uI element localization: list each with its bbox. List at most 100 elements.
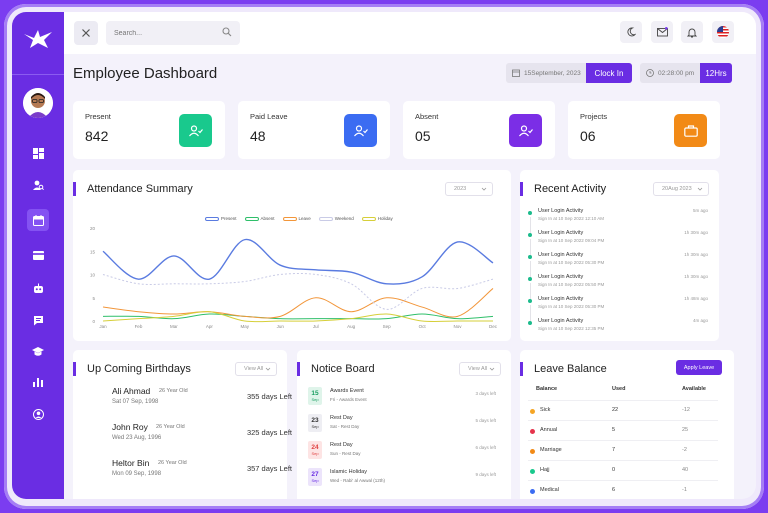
search-icon[interactable] xyxy=(222,27,232,37)
legend-item-absent[interactable]: Absent xyxy=(244,216,275,221)
notice-item[interactable]: 27 Sep Islamic Holiday Wed - Rabi' al Aww… xyxy=(308,468,496,490)
x-tick-label: Jul xyxy=(313,324,319,329)
col-header-balance: Balance xyxy=(536,386,558,392)
legend-item-leave[interactable]: Leave xyxy=(282,216,311,221)
nav-messages[interactable] xyxy=(12,309,64,331)
activity-item[interactable]: User Login Activity Sign In at 10 Sep 202… xyxy=(528,274,708,299)
nav-user-search[interactable] xyxy=(12,174,64,196)
person-name: Ali Ahmad xyxy=(112,386,151,396)
activity-item[interactable]: User Login Activity Sign In at 10 Sep 202… xyxy=(528,252,708,277)
leave-row: Marriage 7 -2 xyxy=(528,440,718,460)
mail-button[interactable] xyxy=(651,21,673,43)
activity-date-value: 20Aug 2023 xyxy=(662,186,692,192)
year-filter[interactable]: 2023 xyxy=(445,182,493,196)
x-tick-label: Feb xyxy=(135,324,143,329)
birthdays-card: Up Coming Birthdays View All Ali Ahmad 2… xyxy=(73,350,292,499)
y-tick-label: 10 xyxy=(90,273,96,278)
activity-item[interactable]: User Login Activity Sign In at 10 Sep 202… xyxy=(528,230,708,255)
calendar-icon xyxy=(32,214,44,226)
hours-badge[interactable]: 12Hrs xyxy=(700,63,732,83)
birthdays-filter[interactable]: View All xyxy=(235,362,277,376)
stat-card-present: Present 842 xyxy=(73,101,225,159)
close-button[interactable] xyxy=(74,21,98,45)
legend-swatch xyxy=(244,216,259,221)
legend-item-holiday[interactable]: Holiday xyxy=(361,216,393,221)
x-tick-label: Oct xyxy=(419,324,427,329)
legend-item-present[interactable]: Present xyxy=(205,216,237,221)
activity-date-filter[interactable]: 20Aug 2023 xyxy=(653,182,709,196)
page-title: Employee Dashboard xyxy=(73,65,218,82)
birthday-item[interactable]: John Roy 26 Year Old Wed 23 Aug, 1996 32… xyxy=(112,422,292,448)
nav-education[interactable] xyxy=(12,341,64,363)
language-button[interactable] xyxy=(712,21,734,43)
x-tick-label: Apr xyxy=(206,324,214,329)
stat-value: 842 xyxy=(85,128,109,144)
series-line-holiday xyxy=(102,311,493,323)
person-age: 26 Year Old xyxy=(156,424,185,430)
series-line-leave xyxy=(102,288,494,319)
topbar xyxy=(64,12,756,54)
chevron-down-icon xyxy=(481,187,487,191)
notification-button[interactable] xyxy=(681,21,703,43)
card-title: Up Coming Birthdays xyxy=(73,362,191,376)
chat-icon xyxy=(33,315,43,325)
main-content: Employee Dashboard 15September, 2023 Clo… xyxy=(64,12,756,499)
nav-reports[interactable] xyxy=(12,371,64,393)
bell-icon xyxy=(687,28,697,37)
birthday-item[interactable]: Ali Ahmad 26 Year Old Sat 07 Sep, 1998 3… xyxy=(112,386,292,412)
birth-date: Mon 09 Sep, 1998 xyxy=(112,471,162,477)
users-check-icon xyxy=(509,114,542,147)
leave-row: Sick 22 -12 xyxy=(528,400,718,420)
person-name: Heltor Bin xyxy=(112,458,150,468)
avatar[interactable] xyxy=(23,88,53,118)
current-time: 02:28:00 pm xyxy=(658,69,695,77)
notices-filter[interactable]: View All xyxy=(459,362,501,376)
nav-support[interactable] xyxy=(12,277,64,299)
x-tick-label: Nov xyxy=(454,324,463,329)
notice-item[interactable]: 23 Sep Rest Day Sat - Rest Day 5 days lef… xyxy=(308,414,496,436)
birth-date: Sat 07 Sep, 1998 xyxy=(112,399,159,405)
nav-payments[interactable] xyxy=(12,244,64,266)
nav-profile[interactable] xyxy=(12,403,64,425)
nav-calendar[interactable] xyxy=(12,209,64,231)
legend-label: Present xyxy=(221,216,237,221)
notices-filter-value: View All xyxy=(468,366,488,372)
card-title: Attendance Summary xyxy=(73,182,193,196)
dark-mode-button[interactable] xyxy=(620,21,642,43)
legend-label: Weekend xyxy=(334,216,354,221)
dashboard-icon xyxy=(32,147,44,159)
user-search-icon xyxy=(32,180,44,190)
birthday-item[interactable]: Heltor Bin 26 Year Old Mon 09 Sep, 1998 … xyxy=(112,458,292,484)
activity-item[interactable]: User Login Activity Sign In at 10 Sep 202… xyxy=(528,208,708,233)
notice-item[interactable]: 24 Sep Rest Day Sun - Rest Day 6 days lef… xyxy=(308,441,496,463)
apply-leave-button[interactable]: Apply Leave xyxy=(676,360,722,375)
legend-item-weekend[interactable]: Weekend xyxy=(318,216,354,221)
notice-item[interactable]: 15 Sep Awards Event Fri - Awards Event 3 … xyxy=(308,387,496,409)
stat-card-paid-leave: Paid Leave 48 xyxy=(238,101,390,159)
leave-row: Hajj 0 40 xyxy=(528,460,718,480)
search-input[interactable] xyxy=(106,21,206,45)
chart-legend: Present Absent Leave Weekend Holiday xyxy=(205,216,393,221)
notice-subtitle: Sun - Rest Day xyxy=(330,451,361,456)
activity-item[interactable]: User Login Activity Sign In at 10 Sep 202… xyxy=(528,296,708,321)
notice-subtitle: Wed - Rabi' al Awwal (12th) xyxy=(330,478,385,483)
calendar-icon xyxy=(512,69,520,77)
clock-icon xyxy=(646,69,654,77)
activity-item[interactable]: User Login Activity Sign In at 10 Sep 202… xyxy=(528,318,708,338)
y-tick-label: 15 xyxy=(90,249,96,254)
x-tick-label: Jun xyxy=(277,324,285,329)
nav-dashboard[interactable] xyxy=(12,142,64,164)
stat-label: Present xyxy=(85,112,111,121)
legend-label: Absent xyxy=(260,216,275,221)
clock-in-button[interactable]: Clock In xyxy=(586,63,632,83)
legend-swatch xyxy=(205,216,219,221)
col-header-used: Used xyxy=(612,386,626,392)
stat-card-projects: Projects 06 xyxy=(568,101,720,159)
notice-days-left: 6 days left xyxy=(475,445,496,450)
notice-title: Islamic Holiday xyxy=(330,469,367,475)
person-age: 26 Year Old xyxy=(158,460,187,466)
recent-activity-card: Recent Activity 20Aug 2023 User Login Ac… xyxy=(520,170,719,341)
y-tick-label: 5 xyxy=(92,296,95,301)
notice-date-badge: 23 Sep xyxy=(308,414,322,432)
series-line-present xyxy=(102,238,494,285)
